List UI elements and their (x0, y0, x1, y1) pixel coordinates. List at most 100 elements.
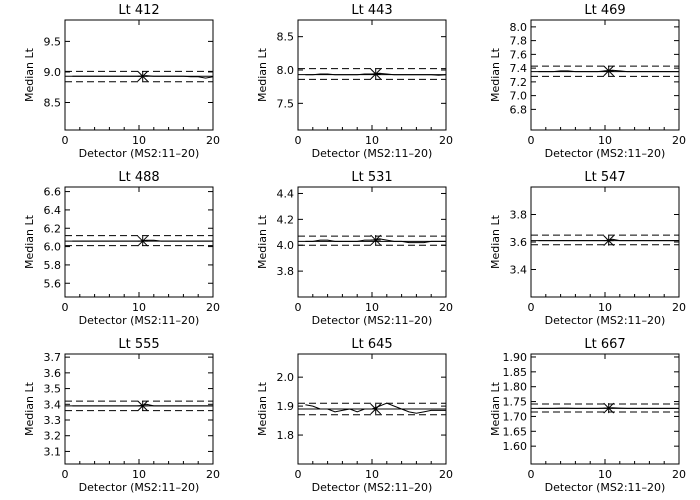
chart-7-ytick-label: 3.7 (44, 351, 62, 364)
chart-5-ytick-label: 4.2 (277, 213, 295, 226)
chart-9-marker-stroke (603, 402, 615, 414)
chart-2-ytick-label: 8.5 (277, 31, 295, 44)
chart-2-ylabel: Median Lt (256, 47, 269, 102)
chart-1-ytick-label: 9.0 (44, 66, 62, 79)
chart-8-ylabel: Median Lt (256, 381, 269, 436)
chart-8-marker-stroke (370, 403, 382, 415)
chart-5-xlabel: Detector (MS2:11–20) (312, 314, 433, 327)
chart-3-ytick-label: 7.2 (510, 76, 528, 89)
chart-4-xtick-label: 0 (62, 301, 69, 314)
chart-6-ytick-label: 3.8 (510, 209, 528, 222)
chart-3-xtick-label: 20 (672, 134, 686, 147)
chart-4-plot-frame (64, 186, 214, 298)
chart-5-ytick-label: 3.8 (277, 265, 295, 278)
chart-9-xtick-label: 10 (598, 468, 612, 481)
chart-4-asterisk-marker (137, 235, 149, 247)
chart-6-xlabel: Detector (MS2:11–20) (545, 314, 666, 327)
chart-1-ytick-label: 9.5 (44, 35, 62, 48)
chart-4-ytick-label: 6.0 (44, 241, 62, 254)
chart-4-ytick-label: 5.8 (44, 259, 62, 272)
chart-1-title: Lt 412 (118, 3, 159, 18)
chart-9-ytick-label: 1.90 (503, 351, 528, 364)
chart-9-ytick-label: 1.80 (503, 381, 528, 394)
chart-2-xlabel: Detector (MS2:11–20) (312, 147, 433, 160)
chart-1-xtick-label: 20 (206, 134, 220, 147)
chart-1-xtick-label: 0 (62, 134, 69, 147)
chart-4-title: Lt 488 (118, 170, 159, 185)
chart-9-asterisk-marker (603, 402, 615, 414)
chart-3-marker-stroke (603, 65, 615, 77)
chart-8-xtick-label: 10 (365, 468, 379, 481)
chart-6-ylabel: Median Lt (489, 214, 502, 269)
chart-7-ytick-label: 3.3 (44, 414, 62, 427)
chart-7-ytick-label: 3.1 (44, 445, 62, 458)
chart-1-xlabel: Detector (MS2:11–20) (79, 147, 200, 160)
chart-4-ylabel: Median Lt (23, 214, 36, 269)
chart-3-xlabel: Detector (MS2:11–20) (545, 147, 666, 160)
chart-7-asterisk-marker (137, 400, 149, 412)
chart-8-title: Lt 645 (351, 337, 392, 352)
chart-3-xtick-label: 10 (598, 134, 612, 147)
chart-7-xtick-label: 0 (62, 468, 69, 481)
chart-2-asterisk-marker (370, 68, 382, 80)
chart-2-ytick-label: 7.5 (277, 97, 295, 110)
chart-7-title: Lt 555 (118, 337, 159, 352)
chart-5-xtick-label: 20 (439, 301, 453, 314)
chart-9-ytick-label: 1.85 (503, 366, 528, 379)
chart-2-xtick-label: 20 (439, 134, 453, 147)
chart-9-title: Lt 667 (584, 337, 625, 352)
chart-3-ytick-label: 7.0 (510, 90, 528, 103)
chart-5-asterisk-marker (370, 234, 382, 246)
chart-5-ylabel: Median Lt (256, 214, 269, 269)
chart-1-panel: Lt 412 0 10 20 8.5 9.0 9.5 Detector (MS2:11–20)… (23, 3, 220, 160)
chart-9-ylabel: Median Lt (489, 381, 502, 436)
chart-6-xtick-label: 0 (528, 301, 535, 314)
chart-9-ytick-label: 1.70 (503, 410, 528, 423)
chart-6-ytick-label: 3.4 (510, 264, 528, 277)
chart-9-xlabel: Detector (MS2:11–20) (545, 481, 666, 494)
chart-5-xtick-label: 10 (365, 301, 379, 314)
chart-7-xtick-label: 20 (206, 468, 220, 481)
chart-7-ytick-label: 3.6 (44, 367, 62, 380)
chart-7-xlabel: Detector (MS2:11–20) (79, 481, 200, 494)
chart-7-marker-stroke (137, 400, 149, 412)
chart-4-xlabel: Detector (MS2:11–20) (79, 314, 200, 327)
chart-4-marker-stroke (137, 235, 149, 247)
chart-3-ytick-label: 7.8 (510, 35, 528, 48)
chart-8-panel: Lt 645 0 10 20 1.8 1.9 2.0 Detector (MS2:11–20)… (256, 337, 453, 494)
chart-9-xtick-label: 0 (528, 468, 535, 481)
chart-6-panel: Lt 547 0 10 20 3.4 3.6 3.8 Detector (MS2:11–20)… (489, 170, 686, 327)
chart-2-xtick-label: 0 (295, 134, 302, 147)
chart-6-ytick-label: 3.6 (510, 236, 528, 249)
chart-4-ytick-label: 5.6 (44, 277, 62, 290)
chart-6-title: Lt 547 (584, 170, 625, 185)
chart-9-panel: Lt 667 0 10 20 1.60 1.65 1.701.75 1.80 1.85 1.90 D… (489, 337, 686, 494)
chart-2-marker-stroke (370, 68, 382, 80)
chart-3-asterisk-marker (603, 65, 615, 77)
chart-8-xtick-label: 0 (295, 468, 302, 481)
chart-7-ylabel: Median Lt (23, 381, 36, 436)
chart-6-asterisk-marker (603, 235, 615, 246)
chart-4-xtick-label: 20 (206, 301, 220, 314)
chart-7-panel: Lt 555 0 10 20 3.1 3.2 3.3 3.4 3.5 3.6 3.7 Detector… (23, 337, 220, 494)
chart-6-plot-frame (530, 186, 680, 298)
chart-8-ytick-label: 2.0 (277, 371, 295, 384)
chart-8-xlabel: Detector (MS2:11–20) (312, 481, 433, 494)
chart-5-title: Lt 531 (351, 170, 392, 185)
chart-1-asterisk-marker (137, 70, 149, 82)
chart-4-ytick-label: 6.2 (44, 222, 62, 235)
chart-6-xtick-label: 10 (598, 301, 612, 314)
chart-6-marker-stroke (603, 235, 615, 246)
chart-8-xtick-label: 20 (439, 468, 453, 481)
chart-2-panel: Lt 443 0 10 20 7.5 8.0 8.5 Detector (MS2:11–20)… (256, 3, 453, 160)
chart-8-ytick-label: 1.8 (277, 429, 295, 442)
chart-5-ytick-label: 4.0 (277, 239, 295, 252)
chart-1-ylabel: Median Lt (23, 47, 36, 102)
chart-5-xtick-label: 0 (295, 301, 302, 314)
chart-7-ytick-label: 3.5 (44, 383, 62, 396)
chart-4-xtick-label: 10 (132, 301, 146, 314)
chart-7-ytick-label: 3.2 (44, 430, 62, 443)
chart-1-marker-stroke (137, 70, 149, 82)
chart-5-plot-frame (297, 186, 447, 298)
